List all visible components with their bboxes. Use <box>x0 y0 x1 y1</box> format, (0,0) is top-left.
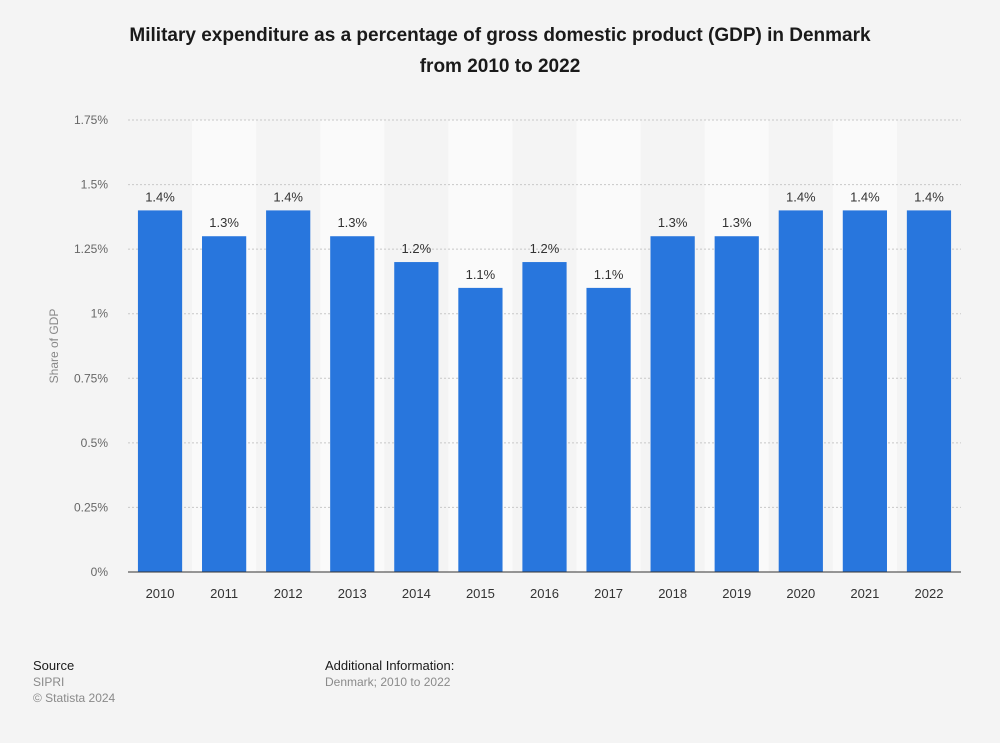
chart-title-line-1: Military expenditure as a percentage of … <box>129 25 871 46</box>
bar[interactable] <box>137 210 183 572</box>
x-tick-label: 2011 <box>210 586 238 601</box>
x-tick-label: 2018 <box>658 586 687 601</box>
x-tick-label: 2021 <box>850 586 879 601</box>
bar[interactable] <box>650 236 695 572</box>
y-axis-label: Share of GDP <box>47 309 61 384</box>
y-tick-label: 1.5% <box>81 178 109 192</box>
bar[interactable] <box>522 262 567 572</box>
x-tick-label: 2017 <box>594 586 623 601</box>
data-label: 1.4% <box>786 189 816 204</box>
bar[interactable] <box>906 210 952 572</box>
data-label: 1.1% <box>466 267 496 282</box>
x-tick-label: 2012 <box>274 586 303 601</box>
x-tick-label: 2022 <box>915 586 944 601</box>
bar[interactable] <box>330 236 375 572</box>
chart-title: Military expenditure as a percentage of … <box>60 20 940 82</box>
y-tick-label: 1% <box>91 307 109 321</box>
additional-info-heading: Additional Information: <box>325 658 455 673</box>
x-tick-label: 2019 <box>722 586 751 601</box>
bar[interactable] <box>778 210 823 572</box>
x-tick-label: 2015 <box>466 586 495 601</box>
x-tick-label: 2020 <box>786 586 815 601</box>
data-label: 1.2% <box>530 241 560 256</box>
data-label: 1.4% <box>850 189 880 204</box>
bar[interactable] <box>842 210 887 572</box>
data-label: 1.3% <box>209 215 239 230</box>
data-label: 1.4% <box>145 189 175 204</box>
data-label: 1.2% <box>402 241 432 256</box>
data-label: 1.3% <box>722 215 752 230</box>
bars <box>137 210 952 572</box>
bar[interactable] <box>266 210 311 572</box>
x-tick-label: 2016 <box>530 586 559 601</box>
data-label: 1.4% <box>273 189 303 204</box>
data-label: 1.3% <box>337 215 367 230</box>
additional-info-text: Denmark; 2010 to 2022 <box>325 675 451 689</box>
x-tick-label: 2014 <box>402 586 431 601</box>
copyright-text: © Statista 2024 <box>33 691 116 705</box>
y-tick-label: 1.25% <box>74 242 108 256</box>
chart-title-line-2: from 2010 to 2022 <box>419 56 581 77</box>
source-block: Source SIPRI © Statista 2024 <box>33 658 115 706</box>
bar[interactable] <box>586 287 631 572</box>
y-tick-label: 0.5% <box>81 436 109 450</box>
data-label: 1.3% <box>658 215 688 230</box>
x-tick-label: 2010 <box>146 586 175 601</box>
x-axis-ticks: 2010 2011 2012 2013 2014 2015 2016 2017 2018 2019… <box>146 586 944 601</box>
y-tick-label: 0.75% <box>74 371 108 385</box>
bar[interactable] <box>714 236 759 572</box>
bar[interactable] <box>202 236 247 572</box>
y-tick-label: 0.25% <box>74 500 108 514</box>
y-tick-label: 1.75% <box>74 113 108 127</box>
bar[interactable] <box>394 262 439 572</box>
source-name[interactable]: SIPRI <box>33 675 65 689</box>
data-labels: 1.4% 1.3% 1.4% 1.3% 1.2% 1.1% 1.2% 1.1% 1.3% 1.3%… <box>145 189 944 281</box>
y-axis-ticks: 0% 0.25% 0.5% 0.75% 1% 1.25% 1.5% 1.75% <box>74 113 108 579</box>
source-heading: Source <box>33 658 75 673</box>
x-tick-label: 2013 <box>338 586 367 601</box>
data-label: 1.4% <box>914 189 944 204</box>
bar[interactable] <box>458 287 503 572</box>
data-label: 1.1% <box>594 267 624 282</box>
y-tick-label: 0% <box>91 565 109 579</box>
additional-info-block: Additional Information: Denmark; 2010 to… <box>325 658 454 690</box>
